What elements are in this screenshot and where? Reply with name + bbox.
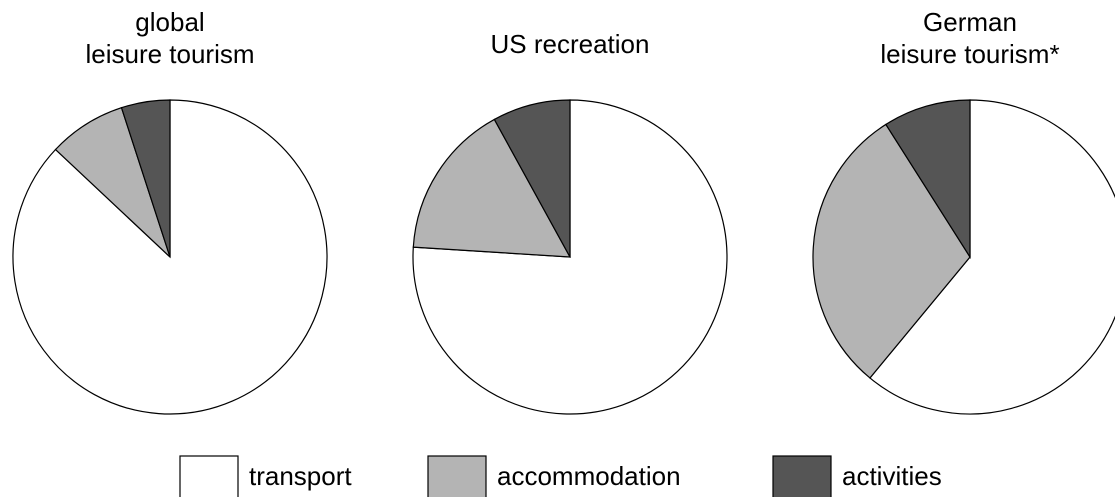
pie-slice <box>885 99 971 260</box>
chart-title: leisure tourism <box>85 39 254 69</box>
pie-slice <box>812 123 971 379</box>
legend-swatch <box>427 455 487 497</box>
legend-label: transport <box>249 461 352 491</box>
chart-title: global <box>135 7 204 37</box>
chart-title: German <box>923 7 1017 37</box>
chart-title: US recreation <box>491 29 650 59</box>
pie-slice <box>869 99 1115 415</box>
legend-swatch <box>772 455 832 497</box>
legend-swatch <box>179 455 239 497</box>
legend-label: activities <box>842 461 942 491</box>
pie-slice <box>493 99 571 258</box>
chart-title: leisure tourism* <box>880 39 1059 69</box>
pie-slice <box>120 99 171 258</box>
pie-slice <box>412 99 728 415</box>
legend-label: accommodation <box>497 461 681 491</box>
pie-slice <box>412 118 572 258</box>
